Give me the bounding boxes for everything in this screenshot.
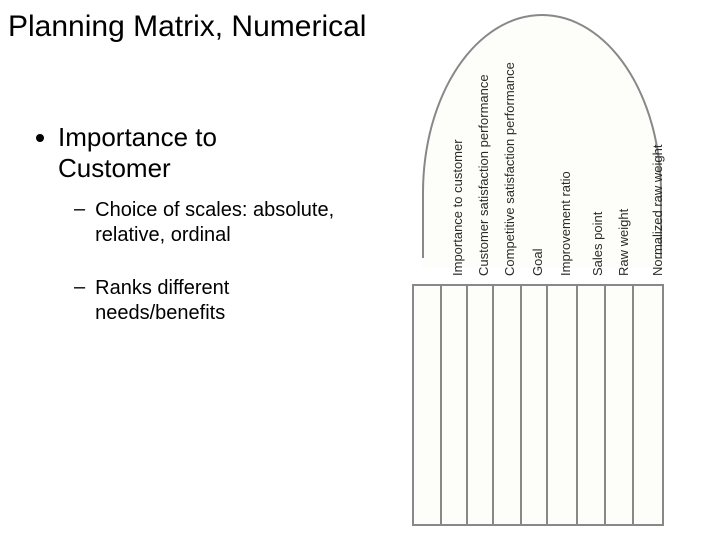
grid-col-8 [632,284,634,526]
sub-text-0: Choice of scales: absolute, relative, or… [95,198,344,248]
sub-text-1: Ranks different needs/benefits [95,276,344,326]
dash-icon: – [74,276,85,326]
grid-col-7 [604,284,606,526]
bullet-importance: Importance to Customer [36,122,336,184]
bullet-text: Importance to Customer [58,122,336,184]
slide: Planning Matrix, Numerical Importance to… [0,0,720,540]
page-title: Planning Matrix, Numerical [8,10,366,44]
grid-col-9 [662,284,664,526]
dash-icon: – [74,198,85,248]
planning-matrix-diagram: Importance to customer Customer satisfac… [412,14,720,526]
column-labels: Importance to customer Customer satisfac… [412,76,720,276]
grid-col-4 [520,284,522,526]
grid-col-5 [546,284,548,526]
grid-col-1 [440,284,442,526]
grid-col-0 [412,284,414,526]
bullet-dot-icon [36,134,44,142]
grid-col-2 [466,284,468,526]
grid-bottom-border [412,524,662,526]
grid-col-6 [576,284,578,526]
grid-top-border [412,284,662,286]
sub-bullet-0: – Choice of scales: absolute, relative, … [74,198,344,248]
grid-col-3 [492,284,494,526]
matrix-grid [412,284,662,526]
sub-bullet-1: – Ranks different needs/benefits [74,276,344,326]
